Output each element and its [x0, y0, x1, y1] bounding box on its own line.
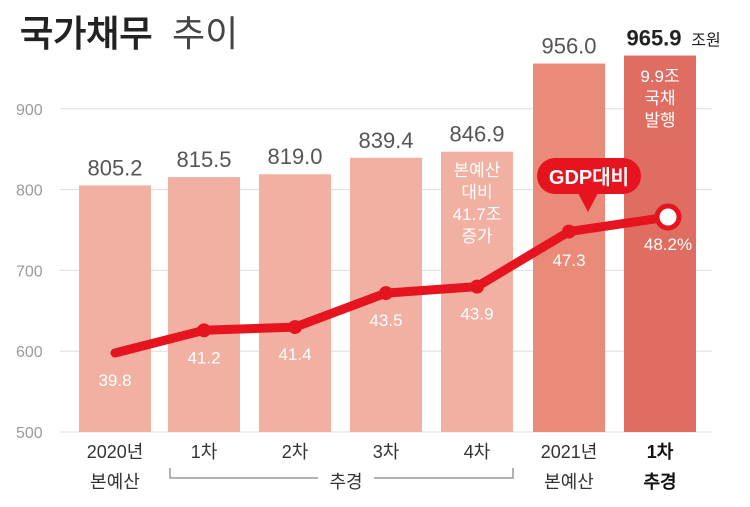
bar-value-label: 805.2: [87, 155, 142, 180]
bar-annotation: 증가: [461, 227, 493, 246]
bar-value-label: 956.0: [541, 34, 596, 59]
bar-annotation: 9.9조: [640, 67, 679, 86]
series-callout-pointer: [578, 193, 598, 212]
bar-annotation: 대비: [461, 183, 492, 202]
series-callout: [537, 158, 641, 194]
group-label-backdrop: [318, 466, 374, 492]
line-point: [654, 203, 682, 231]
line-point: [562, 224, 576, 239]
y-tick-label: 900: [16, 102, 43, 119]
bar-annotation: 41.7조: [453, 205, 502, 224]
line-value-label: 39.8: [98, 371, 131, 390]
bar-value-label: 815.5: [176, 147, 231, 172]
line-value-label: 41.2: [187, 348, 220, 367]
line-value-label: 43.9: [460, 305, 493, 324]
line-point: [288, 320, 302, 335]
bar: [259, 174, 331, 433]
line-value-label: 47.3: [552, 251, 585, 270]
line-value-label: 41.4: [278, 345, 311, 364]
line-point: [470, 279, 484, 294]
bar-annotation: 국채: [644, 89, 675, 108]
bar-annotation: 발행: [644, 111, 675, 130]
x-tick-label: 4차: [464, 442, 491, 462]
bar-annotation: 본예산: [454, 161, 501, 180]
x-tick-label: 2021년: [541, 442, 598, 462]
x-tick-label: 3차: [373, 442, 400, 462]
unit-label: 조원: [691, 32, 720, 50]
y-tick-label: 500: [16, 425, 43, 442]
y-tick-label: 800: [16, 183, 43, 200]
line-value-label: 43.5: [369, 311, 402, 330]
x-tick-label: 2차: [282, 442, 309, 462]
x-tick-label: 본예산: [90, 472, 140, 492]
x-tick-label: 1차: [191, 442, 218, 462]
bar-value-label: 965.9: [626, 26, 681, 51]
x-tick-label: 추경: [643, 472, 676, 492]
chart-subtitle: 추이: [172, 13, 238, 54]
group-label: 추경: [329, 472, 362, 492]
bar: [168, 177, 240, 432]
bar-value-label: 846.9: [449, 122, 504, 147]
series-name-label: GDP대비: [549, 166, 629, 189]
bar: [624, 55, 696, 433]
x-tick-label: 본예산: [544, 472, 594, 492]
bar: [79, 185, 151, 432]
x-tick-label: 1차: [647, 442, 674, 462]
chart-title: 국가채무: [20, 13, 152, 54]
line-point: [379, 286, 393, 301]
line-point: [197, 323, 211, 338]
y-tick-label: 600: [16, 344, 43, 361]
bar-value-label: 839.4: [358, 128, 413, 153]
x-tick-label: 2020년: [87, 442, 144, 462]
y-tick-label: 700: [16, 263, 43, 280]
bar-value-label: 819.0: [267, 144, 322, 169]
line-value-label: 48.2%: [644, 235, 692, 254]
